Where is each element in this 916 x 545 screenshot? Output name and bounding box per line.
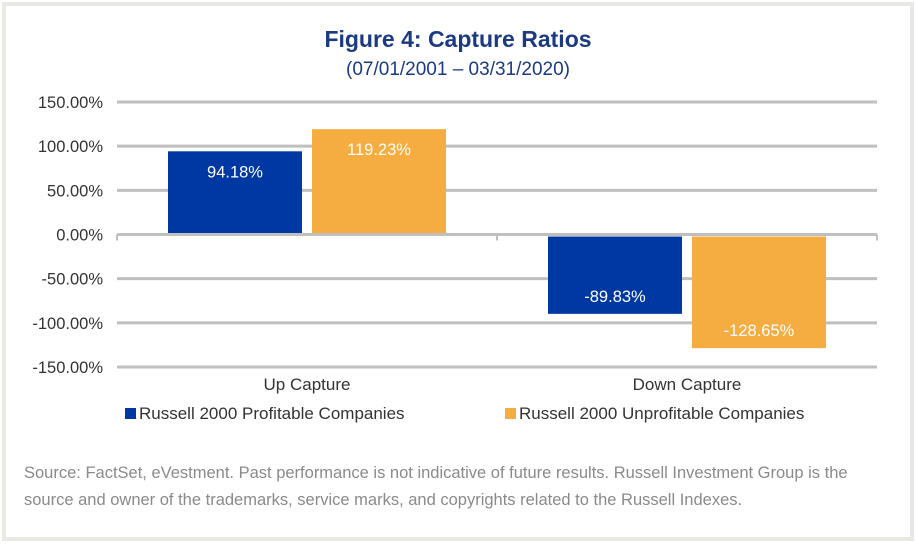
legend-label: Russell 2000 Unprofitable Companies — [519, 404, 804, 423]
legend-swatch — [505, 408, 516, 419]
y-tick-label: -50.00% — [42, 271, 104, 289]
bar — [312, 129, 446, 235]
data-label: -89.83% — [584, 288, 646, 306]
chart-subtitle: (07/01/2001 – 03/31/2020) — [346, 59, 570, 80]
x-tick-label: Up Capture — [264, 375, 351, 394]
y-tick-label: -100.00% — [32, 315, 103, 333]
x-tick-label: Down Capture — [633, 375, 742, 394]
legend-swatch — [125, 408, 136, 419]
legend-label: Russell 2000 Profitable Companies — [139, 404, 405, 423]
bar — [168, 151, 302, 235]
y-tick-label: 0.00% — [56, 227, 103, 245]
bar — [548, 236, 682, 314]
y-tick-label: 100.00% — [38, 138, 103, 156]
data-label: 119.23% — [347, 141, 411, 159]
bar — [692, 236, 826, 349]
data-label: -128.65% — [724, 322, 795, 340]
chart-title: Figure 4: Capture Ratios — [324, 26, 592, 52]
y-tick-label: 150.00% — [38, 94, 103, 112]
y-tick-label: -150.00% — [32, 359, 103, 377]
source-note: Source: FactSet, eVestment. Past perform… — [24, 464, 848, 509]
data-label: 94.18% — [207, 163, 263, 181]
y-tick-label: 50.00% — [47, 182, 103, 200]
